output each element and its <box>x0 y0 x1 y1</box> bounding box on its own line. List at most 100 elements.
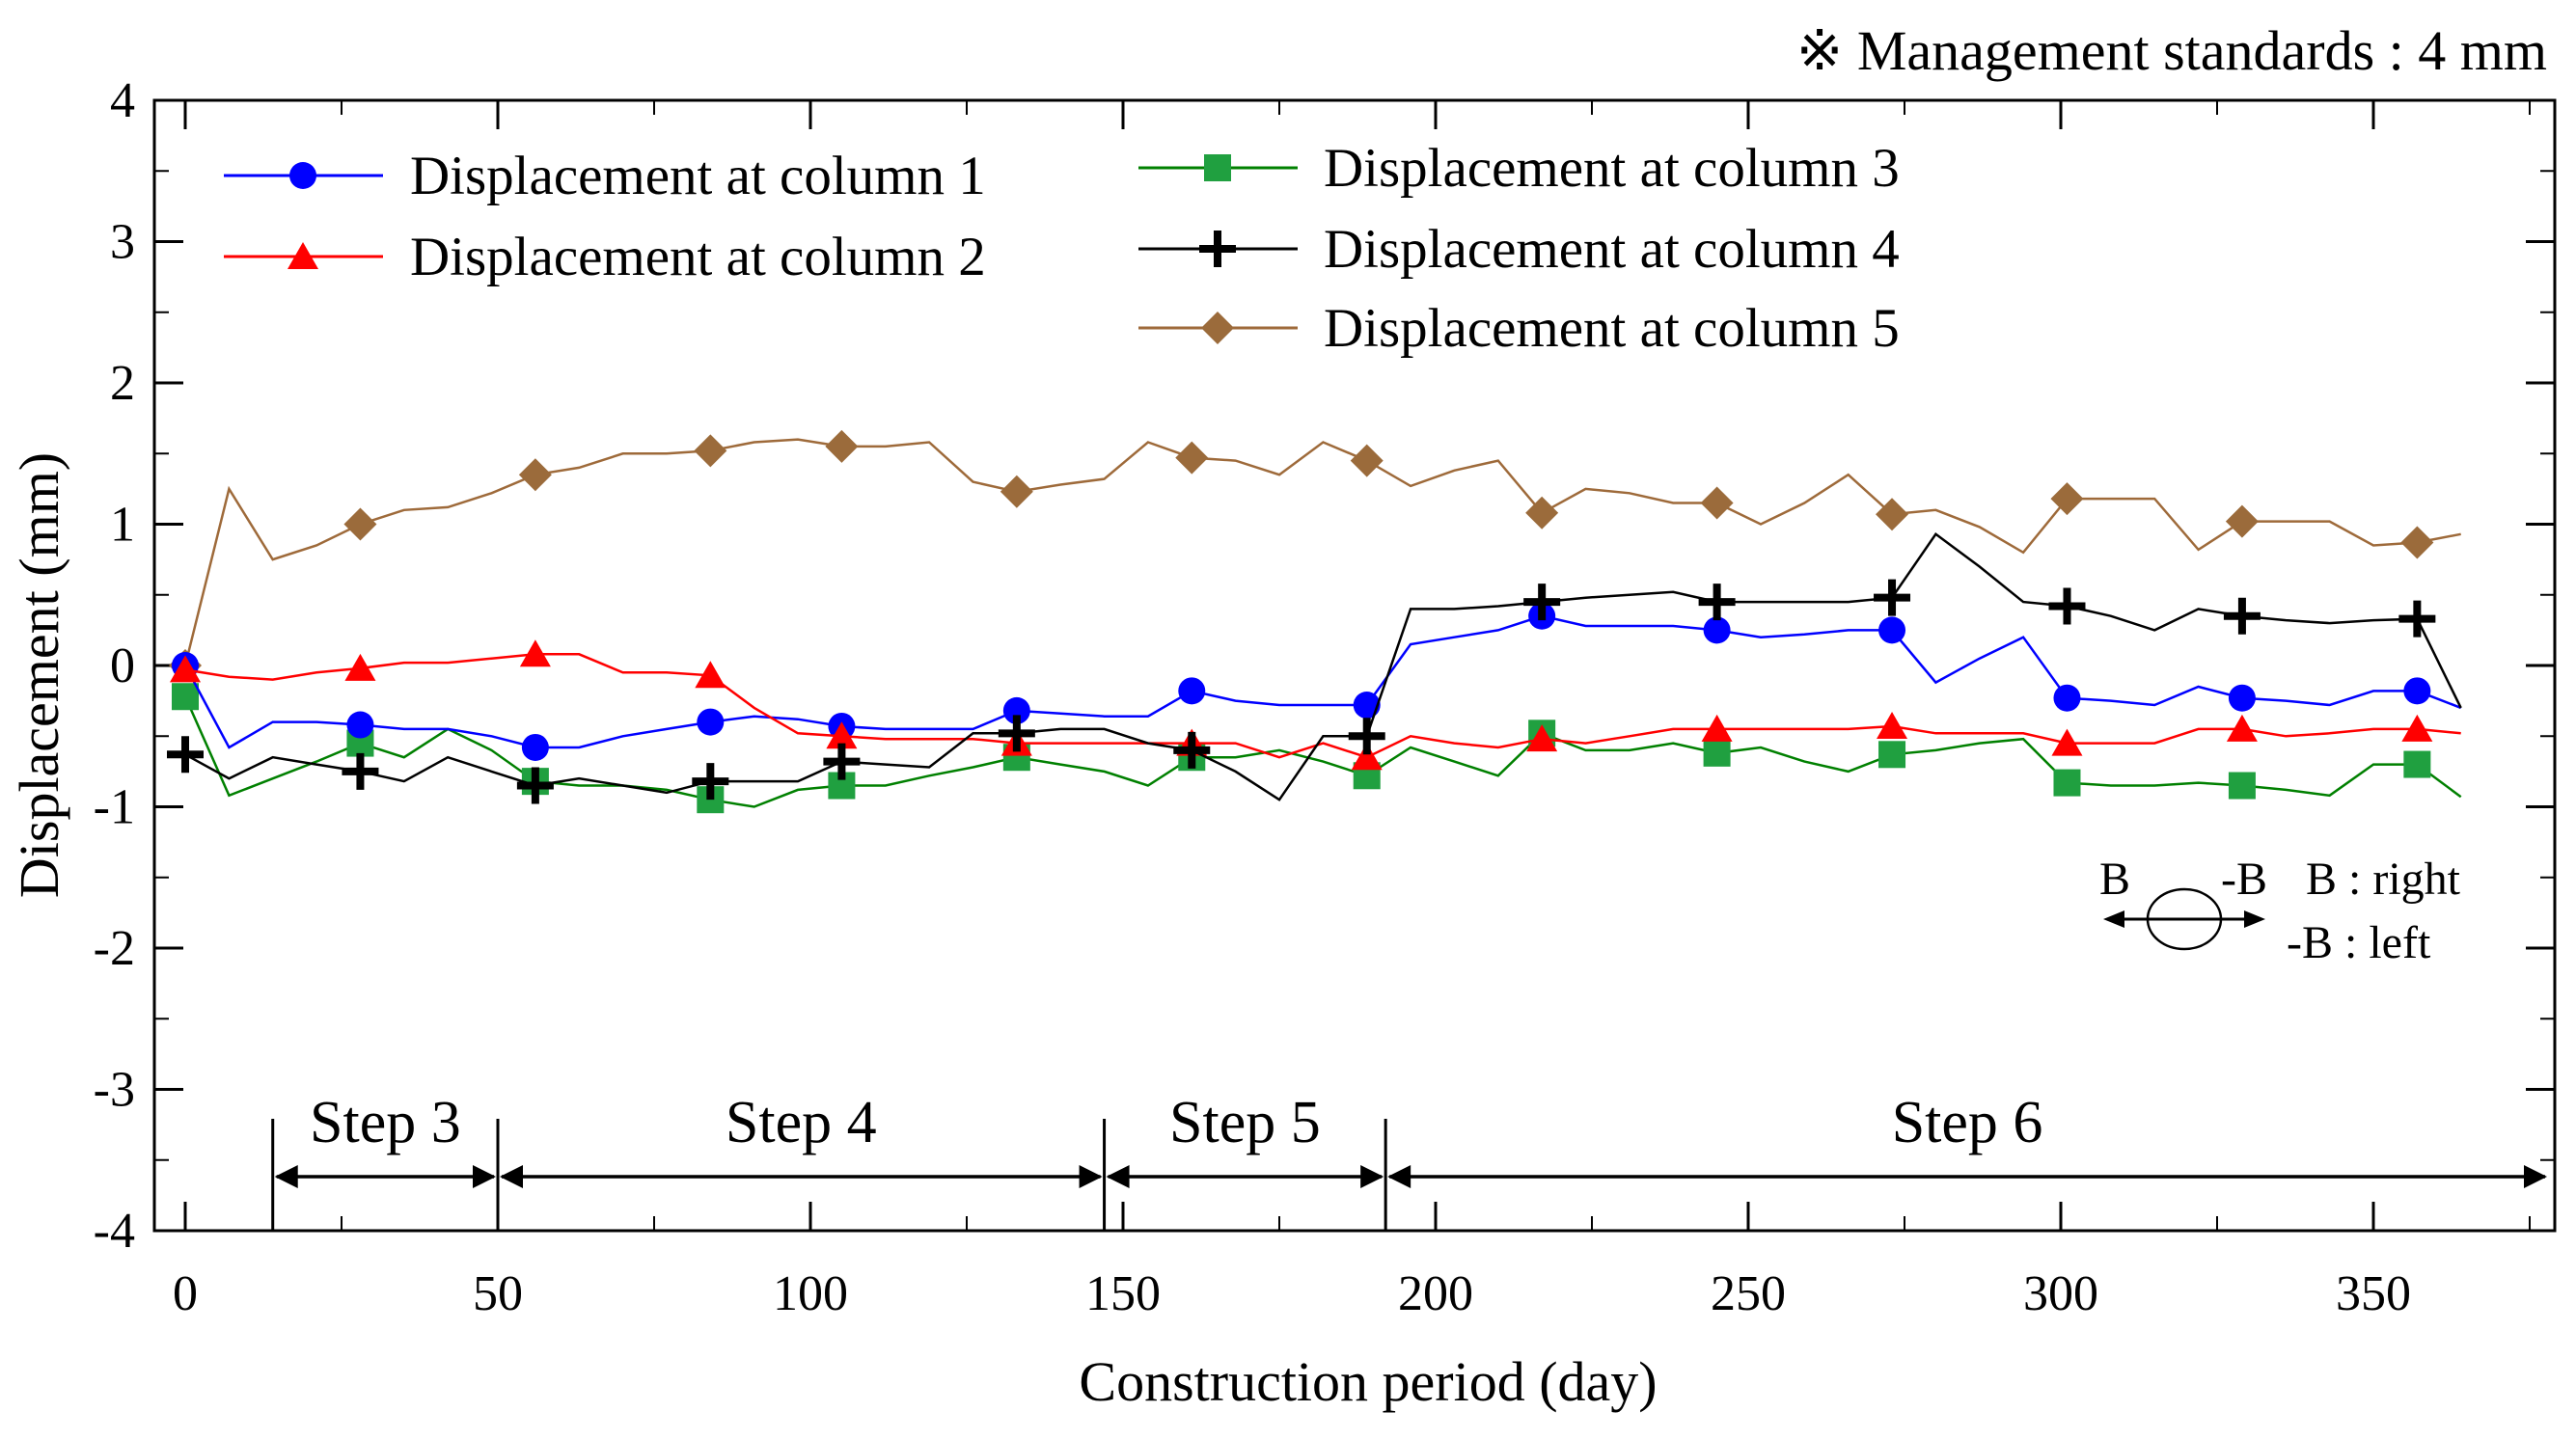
data-point <box>826 721 858 749</box>
data-point <box>2398 600 2436 638</box>
step-3: Step 3 <box>271 1090 496 1231</box>
data-point <box>344 653 376 681</box>
step-arrowhead-left <box>274 1165 298 1188</box>
y-tick-label: 2 <box>110 356 135 411</box>
step-arrowhead-left <box>1106 1165 1130 1188</box>
data-point <box>346 711 374 739</box>
series-column-4 <box>167 532 2462 804</box>
data-point <box>1877 711 1908 739</box>
x-tick-label: 200 <box>1398 1266 1473 1321</box>
data-point <box>1874 579 1911 616</box>
data-point <box>1353 692 1381 720</box>
data-point <box>2223 597 2261 635</box>
data-point <box>2048 587 2086 625</box>
data-point <box>1523 584 1561 621</box>
y-tick-label: 0 <box>110 638 135 693</box>
data-point <box>1878 616 1906 644</box>
step-label: Step 3 <box>310 1090 461 1155</box>
x-tick-label: 150 <box>1085 1266 1161 1321</box>
series-line <box>183 695 2462 808</box>
data-point <box>2403 677 2431 705</box>
legend-label: Displacement at column 4 <box>1324 219 1900 280</box>
series-column-2 <box>170 639 2461 771</box>
y-tick-label: -1 <box>94 780 135 835</box>
data-point <box>343 507 377 541</box>
direction-neg-b-label: -B <box>2221 854 2267 905</box>
data-point <box>825 429 859 463</box>
step-4: Step 4 <box>496 1090 1103 1231</box>
legend-entry-column-4: Displacement at column 4 <box>1138 219 1900 280</box>
legend-entry-column-5: Displacement at column 5 <box>1138 298 1900 359</box>
y-tick-label: 3 <box>110 215 135 270</box>
data-point <box>697 708 725 736</box>
data-point <box>1526 724 1558 752</box>
legend-marker <box>1204 154 1231 181</box>
legend-entry-column-2: Displacement at column 2 <box>224 227 986 287</box>
step-6: Step 6 <box>1384 1090 2547 1231</box>
x-tick-label: 50 <box>473 1266 523 1321</box>
series-line <box>184 532 2462 801</box>
data-point <box>518 458 552 492</box>
data-point <box>167 736 204 774</box>
data-point <box>1703 616 1731 644</box>
data-point <box>2401 714 2433 742</box>
step-arrowhead-right <box>473 1165 496 1188</box>
x-tick-label: 0 <box>173 1266 198 1321</box>
step-arrowhead-right <box>2524 1165 2547 1188</box>
series-column-1 <box>172 602 2462 761</box>
x-axis-title: Construction period (day) <box>1079 1350 1657 1413</box>
legend-marker <box>288 242 318 269</box>
data-point <box>519 639 551 667</box>
data-point <box>2226 714 2258 742</box>
data-point <box>1351 743 1383 771</box>
x-tick-label: 300 <box>2023 1266 2098 1321</box>
data-point <box>2228 684 2256 712</box>
legend-marker <box>1201 312 1234 344</box>
data-point <box>692 763 729 801</box>
legend-label: Displacement at column 2 <box>410 227 986 287</box>
step-arrowhead-right <box>1079 1165 1103 1188</box>
data-point <box>694 434 727 468</box>
step-arrowhead-right <box>1360 1165 1384 1188</box>
step-label: Step 4 <box>726 1090 877 1155</box>
series-column-5 <box>169 429 2461 682</box>
construction-steps: Step 3 Step 4 Step 5 Step 6 <box>271 1090 2547 1231</box>
data-point <box>1701 714 1733 742</box>
data-point <box>516 767 554 804</box>
data-point <box>695 661 726 689</box>
data-point <box>1525 496 1559 529</box>
step-label: Step 6 <box>1892 1090 2043 1155</box>
data-point <box>1878 741 1906 769</box>
y-axis-title: Displacement (mm) <box>8 452 70 898</box>
data-point <box>1000 475 1033 508</box>
data-point <box>1348 718 1385 755</box>
data-point <box>1178 677 1206 705</box>
x-tick-label: 100 <box>773 1266 848 1321</box>
data-point <box>170 655 201 683</box>
y-tick-label: -2 <box>94 921 135 976</box>
direction-b-label: B <box>2099 854 2130 905</box>
series-line <box>184 653 2461 759</box>
direction-right-desc: B : right <box>2306 854 2461 905</box>
data-point <box>1173 731 1211 769</box>
data-point <box>1876 498 1909 531</box>
data-point <box>342 752 379 790</box>
step-5: Step 5 <box>1103 1090 1384 1231</box>
data-point <box>1002 696 1030 724</box>
direction-arrowhead-right <box>2244 910 2265 928</box>
legend-label: Displacement at column 5 <box>1324 298 1900 359</box>
data-point <box>1703 739 1731 767</box>
series-layer <box>167 429 2462 814</box>
data-point <box>2403 750 2431 778</box>
data-point <box>2225 504 2259 538</box>
data-point <box>998 715 1035 752</box>
step-label: Step 5 <box>1169 1090 1321 1155</box>
direction-arrowhead-left <box>2103 910 2124 928</box>
data-point <box>2050 482 2084 516</box>
data-point <box>1175 441 1209 475</box>
data-point <box>1700 486 1734 520</box>
data-point <box>2400 526 2434 559</box>
y-tick-label: -3 <box>94 1063 135 1118</box>
legend-entry-column-3: Displacement at column 3 <box>1138 138 1900 199</box>
